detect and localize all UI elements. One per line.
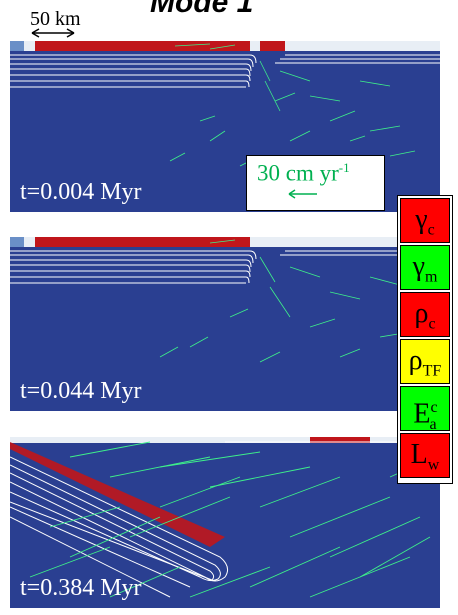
legend-item-rho-c: ρc [400, 292, 450, 337]
model-panel-2: t=0.044 Myr [10, 237, 440, 411]
time-label-3: t=0.384 Myr [20, 575, 142, 601]
legend-item-gamma-c: γc [400, 198, 450, 243]
figure-title: Mode 1 [150, 0, 254, 19]
time-label-1: t=0.004 Myr [20, 179, 142, 205]
parameter-legend: γc γm ρc ρTF Eca Lw [397, 195, 453, 484]
scale-label: 50 km [30, 8, 81, 30]
scale-bar-icon [31, 28, 75, 38]
subduction-model-early-icon [10, 41, 440, 167]
time-label-2: t=0.044 Myr [20, 378, 142, 404]
subduction-model-late-icon [10, 437, 440, 598]
subduction-model-mid-icon [10, 237, 440, 368]
model-panel-3: t=0.384 Myr [10, 437, 440, 608]
vector-scale-label: 30 cm yr-1 [257, 160, 350, 186]
legend-item-ea-c: Eca [400, 386, 450, 433]
vector-scale-box: 30 cm yr-1 [246, 155, 385, 211]
legend-item-lw: Lw [400, 433, 450, 478]
legend-item-gamma-m: γm [400, 245, 450, 290]
vector-scale-arrow-icon [288, 189, 317, 199]
legend-item-rho-tf: ρTF [400, 339, 450, 384]
